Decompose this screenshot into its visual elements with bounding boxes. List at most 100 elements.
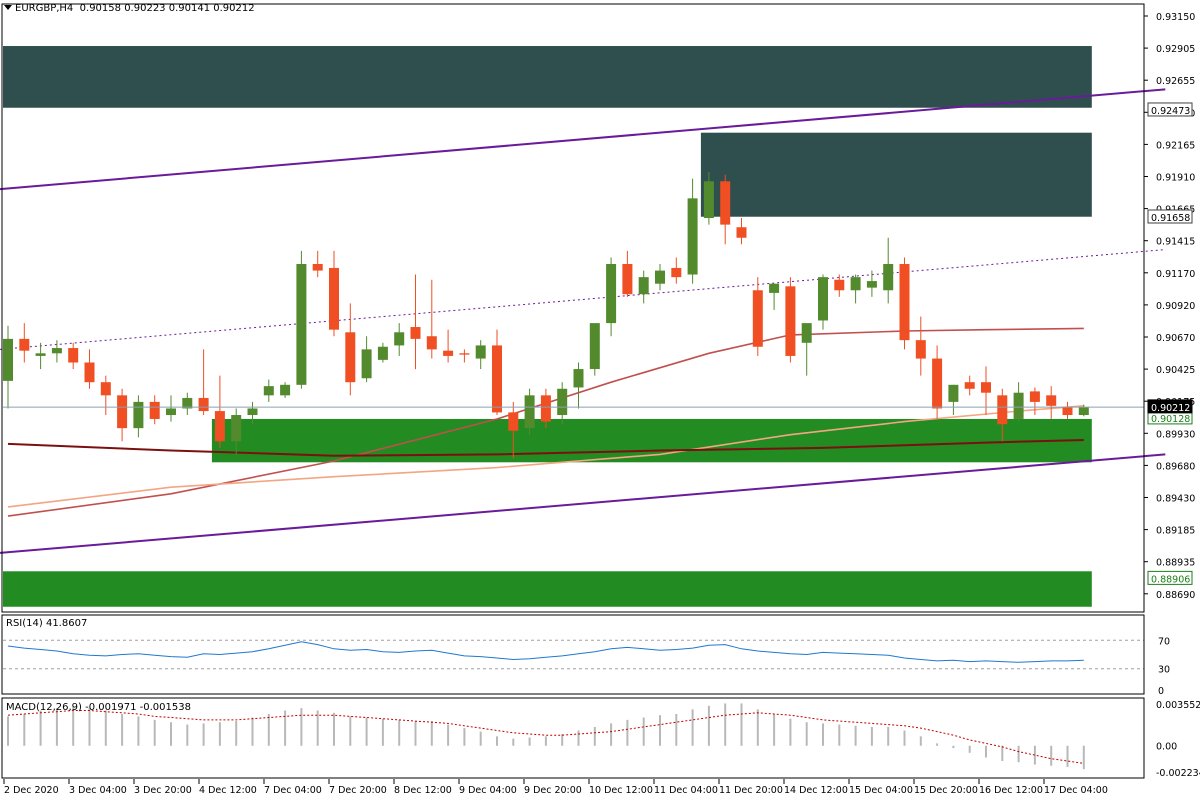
rsi-tick-label: 70: [1158, 636, 1170, 647]
time-tick-label: 7 Dec 20:00: [329, 785, 387, 796]
candle-body: [622, 264, 633, 295]
candle: [850, 274, 861, 304]
candle-body: [638, 277, 649, 295]
candle-body: [361, 349, 372, 379]
candle-body: [703, 181, 714, 219]
time-tick-label: 11 Dec 04:00: [654, 785, 718, 796]
candle-body: [540, 395, 551, 422]
dropdown-triangle-icon[interactable]: [4, 5, 12, 10]
price-tick-label: 0.90920: [1156, 301, 1195, 312]
candle-body: [1062, 407, 1073, 416]
candle-body: [932, 358, 943, 409]
candle: [84, 349, 95, 389]
candle-body: [133, 401, 144, 429]
candle-body: [117, 395, 128, 429]
candle-body: [834, 279, 845, 291]
price-tick-label: 0.92655: [1156, 76, 1195, 87]
moving-average-0: [7, 327, 1084, 517]
candle: [198, 349, 209, 416]
candle-body: [198, 397, 209, 412]
candle: [589, 323, 600, 376]
candle-body: [182, 397, 193, 409]
time-tick-label: 7 Dec 04:00: [264, 785, 322, 796]
price-marker-label: 0.92473: [1151, 106, 1190, 117]
candle: [394, 323, 405, 356]
candle: [752, 277, 763, 356]
candle: [964, 375, 975, 396]
candle-body: [51, 348, 62, 354]
candle: [1029, 387, 1040, 416]
candle-body: [801, 323, 812, 343]
price-axis: 0.931500.929050.926550.924100.921650.919…: [1144, 12, 1195, 601]
time-tick-label: 2 Dec 2020: [4, 785, 59, 796]
candle-body: [899, 264, 910, 341]
zone-0: [3, 46, 1092, 108]
candle: [834, 274, 845, 297]
candle: [35, 342, 46, 370]
candle-body: [508, 412, 519, 431]
candle: [492, 329, 502, 416]
price-tick-label: 0.92905: [1156, 44, 1195, 55]
candle: [1013, 382, 1024, 422]
candle: [736, 218, 747, 245]
candle: [606, 257, 617, 337]
candle-body: [573, 369, 584, 388]
candle-body: [329, 267, 339, 330]
candle: [655, 264, 665, 291]
panel-frames: [1, 3, 1145, 779]
candle-body: [671, 267, 682, 278]
candle-body: [915, 340, 926, 359]
rsi-label: RSI(14) 41.8607: [6, 618, 88, 629]
candle-body: [1078, 407, 1089, 416]
candle: [263, 379, 274, 402]
time-tick-label: 11 Dec 20:00: [719, 785, 783, 796]
candle: [68, 342, 79, 370]
candle: [166, 395, 176, 422]
candle: [231, 408, 242, 455]
candlesticks: [3, 172, 1089, 459]
candle: [443, 329, 454, 363]
candle: [720, 174, 731, 245]
macd-label: MACD(12,26,9) -0.001971 -0.001538: [6, 702, 191, 713]
candle: [540, 388, 551, 429]
moving-average-1: [7, 405, 1084, 508]
candle: [638, 270, 649, 304]
supply-demand-zones: [3, 46, 1092, 607]
candle-body: [606, 264, 617, 324]
rsi-tick-label: 30: [1158, 665, 1170, 676]
candle: [801, 323, 812, 376]
candle-body: [492, 345, 502, 413]
candle-body: [100, 382, 111, 396]
candle: [703, 172, 714, 225]
macd-tick-label: -0.002234: [1156, 768, 1200, 779]
time-tick-label: 16 Dec 12:00: [979, 785, 1043, 796]
candle: [785, 277, 796, 363]
candle-body: [345, 332, 356, 383]
price-marker-label: 0.90128: [1151, 414, 1190, 425]
time-tick-label: 9 Dec 04:00: [459, 785, 517, 796]
price-marker-label: 0.91658: [1151, 213, 1190, 224]
time-axis: 2 Dec 2020 3 Dec 04:00 3 Dec 20:00 4 Dec 12…: [3, 779, 1108, 796]
candle-body: [426, 336, 437, 350]
rsi-line: [7, 641, 1084, 663]
trend-channel-lines[interactable]: [0, 88, 1166, 554]
price-tick-label: 0.89680: [1156, 461, 1195, 472]
candle-body: [981, 382, 991, 393]
price-tick-label: 0.90670: [1156, 333, 1195, 344]
price-marker-box: [1147, 399, 1193, 414]
candle: [280, 382, 291, 398]
candle: [361, 336, 372, 383]
candle: [573, 362, 584, 409]
time-tick-label: 8 Dec 12:00: [394, 785, 452, 796]
candle: [899, 257, 910, 350]
candle-body: [280, 384, 291, 396]
candle: [329, 250, 339, 337]
candle: [312, 250, 323, 278]
price-tick-label: 0.89185: [1156, 526, 1195, 537]
candle-body: [769, 283, 780, 293]
candle: [1078, 404, 1089, 417]
price-tick-label: 0.91910: [1156, 173, 1195, 184]
time-tick-label: 15 Dec 04:00: [849, 785, 913, 796]
candle-body: [818, 277, 828, 321]
